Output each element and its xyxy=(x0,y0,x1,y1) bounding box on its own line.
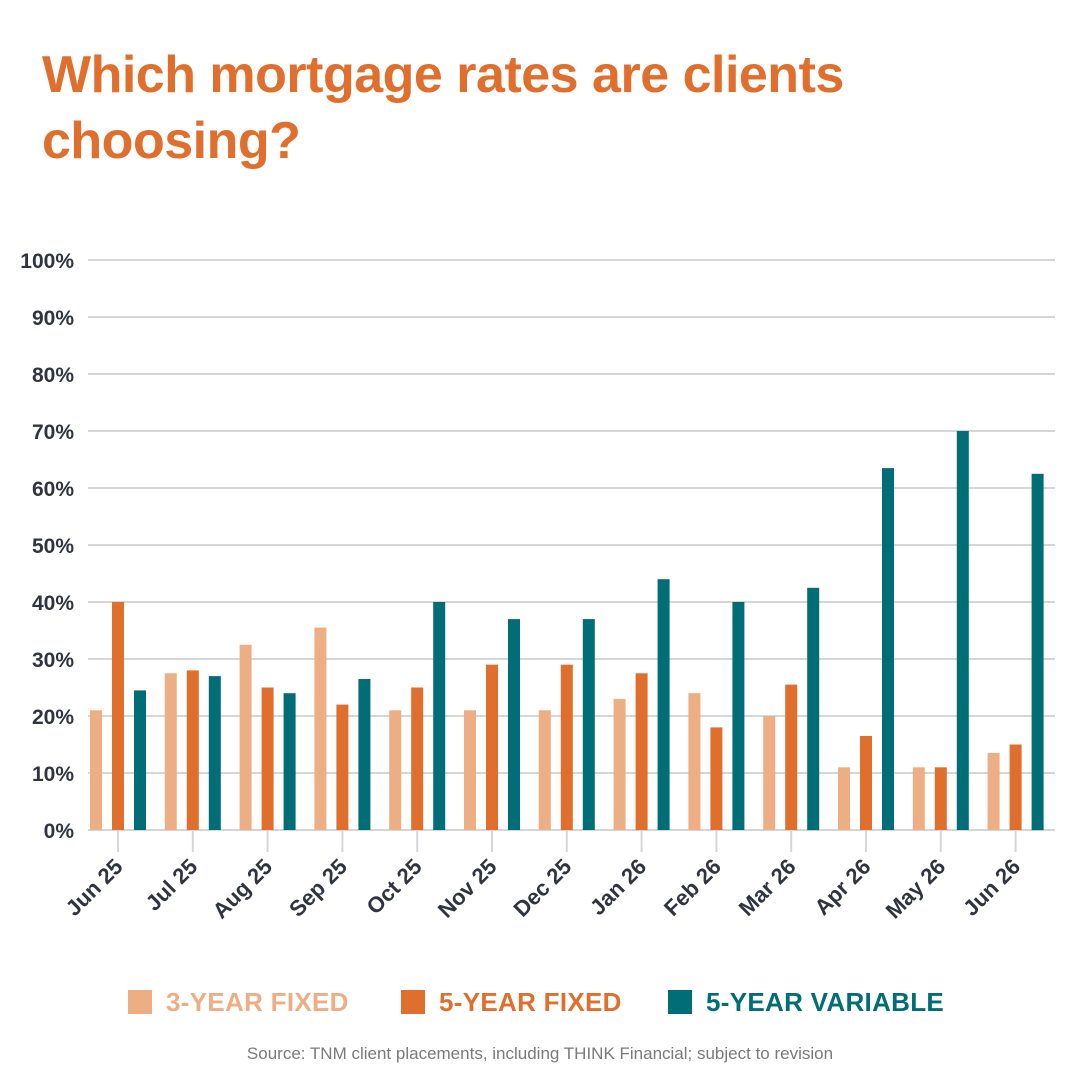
bar xyxy=(613,698,626,830)
x-axis-ticks: Jun 25 Jul 25 Aug 25 Sep 25 Oct 25 Nov 25 Dec … xyxy=(61,830,1025,924)
x-tick-label: Oct 25 xyxy=(361,854,426,919)
bar xyxy=(411,687,424,830)
y-tick-label: 20% xyxy=(32,706,74,729)
bar xyxy=(987,753,1000,830)
bar xyxy=(882,468,894,830)
x-tick-label: Feb 26 xyxy=(659,854,726,921)
bar xyxy=(314,627,327,830)
y-tick-label: 40% xyxy=(32,592,74,615)
x-tick-label: Aug 25 xyxy=(208,854,278,924)
legend-label-5-year-fixed: 5-YEAR FIXED xyxy=(439,986,622,1017)
bar xyxy=(538,710,551,830)
legend-item-3-year-fixed: 3-YEAR FIXED xyxy=(128,982,349,1022)
bar xyxy=(433,602,446,830)
bar xyxy=(956,431,969,830)
y-axis-ticks: 0% 10% 20% 30% 40% 50% 60% 70% 80% 90% 100% xyxy=(20,250,74,843)
bar xyxy=(261,687,274,830)
legend-label-3-year-fixed: 3-YEAR FIXED xyxy=(166,986,349,1017)
y-tick-label: 50% xyxy=(32,535,74,558)
bar xyxy=(283,693,296,830)
bar xyxy=(186,670,199,830)
y-tick-label: 100% xyxy=(20,250,74,273)
y-tick-label: 60% xyxy=(32,478,74,501)
bar xyxy=(90,710,102,830)
y-tick-label: 70% xyxy=(32,421,74,444)
y-tick-label: 0% xyxy=(44,820,75,843)
bar xyxy=(732,602,745,830)
legend-swatch-3-year-fixed xyxy=(128,990,152,1014)
x-tick-label: Mar 26 xyxy=(734,854,801,921)
y-tick-label: 10% xyxy=(32,763,74,786)
legend-swatch-5-year-fixed xyxy=(401,990,425,1014)
bar xyxy=(710,727,723,830)
bar xyxy=(134,690,146,830)
chart-title: Which mortgage rates are clients choosin… xyxy=(42,46,844,170)
x-tick-label: Dec 25 xyxy=(508,854,576,922)
bar xyxy=(635,673,648,831)
bar xyxy=(582,619,595,830)
legend: 3-YEAR FIXED 5-YEAR FIXED 5-YEAR VARIABL… xyxy=(0,982,1080,1022)
bar xyxy=(464,710,476,830)
bar xyxy=(785,684,798,830)
y-tick-label: 80% xyxy=(32,364,74,387)
x-tick-label: Jun 25 xyxy=(61,854,128,921)
x-tick-label: Apr 26 xyxy=(809,854,875,920)
x-tick-label: May 26 xyxy=(881,854,951,924)
bar xyxy=(912,767,925,830)
bar xyxy=(657,579,670,830)
bar xyxy=(688,693,701,830)
bar xyxy=(1009,744,1022,830)
bar xyxy=(763,716,776,830)
bar xyxy=(208,676,221,830)
x-tick-label: Jan 26 xyxy=(585,854,651,920)
legend-label-5-year-variable: 5-YEAR VARIABLE xyxy=(706,986,945,1017)
bar xyxy=(112,602,124,830)
x-tick-label: Jul 25 xyxy=(141,854,203,916)
bar xyxy=(239,644,252,831)
source-note: Source: TNM client placements, including… xyxy=(246,1044,834,1063)
bar xyxy=(807,587,820,831)
bar xyxy=(508,619,520,830)
bar xyxy=(860,736,872,830)
bars xyxy=(90,431,1044,831)
legend-item-5-year-fixed: 5-YEAR FIXED xyxy=(401,982,622,1022)
bar xyxy=(358,679,371,830)
bar xyxy=(934,767,947,830)
bar xyxy=(838,767,850,830)
bar xyxy=(164,673,177,831)
legend-swatch-5-year-variable xyxy=(668,990,692,1014)
bar xyxy=(336,704,349,830)
bar xyxy=(1031,473,1044,831)
x-tick-label: Sep 25 xyxy=(284,854,352,922)
bar xyxy=(560,664,573,830)
x-tick-label: Nov 25 xyxy=(433,854,502,923)
legend-item-5-year-variable: 5-YEAR VARIABLE xyxy=(668,982,944,1022)
bar xyxy=(486,664,498,830)
x-tick-label: Jun 26 xyxy=(958,854,1025,921)
y-tick-label: 90% xyxy=(32,307,74,330)
y-tick-label: 30% xyxy=(32,649,74,672)
bar xyxy=(389,710,402,830)
